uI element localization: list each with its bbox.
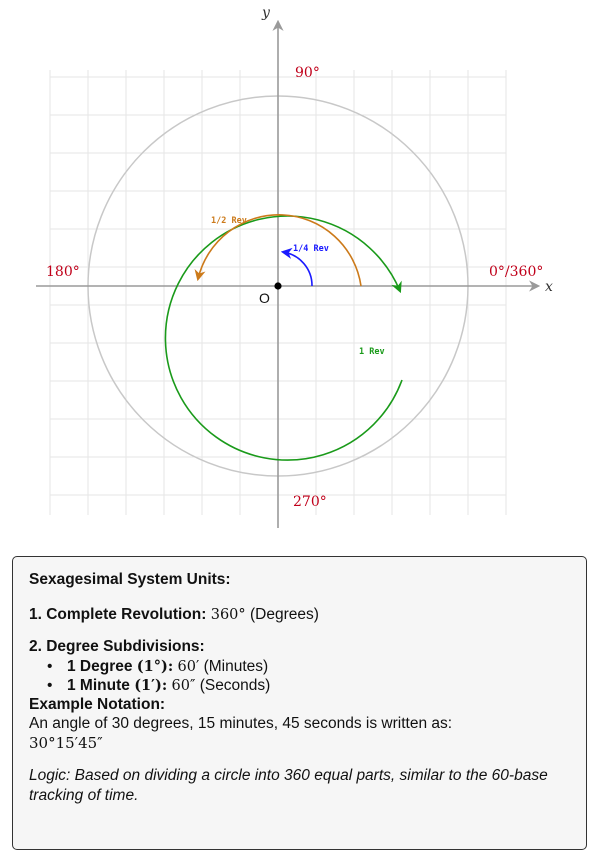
complete-revolution-value: 360° [210,607,246,623]
origin-label: O [259,290,270,306]
bullet1-label: 1 Degree [67,658,133,675]
half-revolution-arc [194,214,362,287]
bullet-icon: • [47,658,53,675]
complete-revolution-unit: (Degrees) [249,606,319,623]
bullet2-value: 60″ [171,678,196,694]
bullet1-symbol: (1°): [136,658,174,675]
quarter-revolution-arc [280,247,313,287]
complete-revolution-label: 1. Complete Revolution: [29,606,207,623]
complete-revolution-row: 1. Complete Revolution: 360° (Degrees) [29,606,570,624]
full-rev-label: 1 Rev [359,347,385,357]
origin-point [274,282,282,290]
bullet-icon: • [47,677,53,694]
label-0-360-degrees: 0°/360° [489,264,543,280]
half-rev-label: 1/2 Rev [211,216,247,226]
bullet2-label: 1 Minute [67,677,130,694]
sexagesimal-info-box: Sexagesimal System Units: 1. Complete Re… [12,556,587,850]
bullet2-unit: (Seconds) [199,677,271,694]
logic-text: Logic: Based on dividing a circle into 3… [29,767,548,804]
example-notation: 30°15′45″ [29,734,103,752]
full-revolution-arc [164,215,403,461]
label-180-degrees: 180° [46,264,80,280]
bullet1-unit: (Minutes) [203,658,269,675]
degree-subdivisions-heading: 2. Degree Subdivisions: [29,638,570,656]
y-axis-label: y [261,5,271,21]
x-axis-label: x [545,279,553,295]
bullet2-symbol: (1′): [134,677,168,694]
quarter-rev-label: 1/4 Rev [293,244,329,254]
subdivision-list: • 1 Degree (1°): 60′ (Minutes) • 1 Minute … [29,658,570,695]
example-text: An angle of 30 degrees, 15 minutes, 45 s… [29,715,453,732]
list-item: • 1 Minute (1′): 60″ (Seconds) [47,677,570,695]
degree-subdivisions-label: 2. Degree Subdivisions: [29,638,205,655]
example-title: Example Notation: [29,696,166,713]
revolution-diagram: x y O 90° 180° 0°/360° 270° 1/4 Rev 1/2 … [36,5,553,528]
bullet1-value: 60′ [177,659,200,675]
label-90-degrees: 90° [295,65,320,81]
info-title: Sexagesimal System Units: [29,571,231,588]
list-item: • 1 Degree (1°): 60′ (Minutes) [47,658,570,676]
label-270-degrees: 270° [293,494,327,510]
